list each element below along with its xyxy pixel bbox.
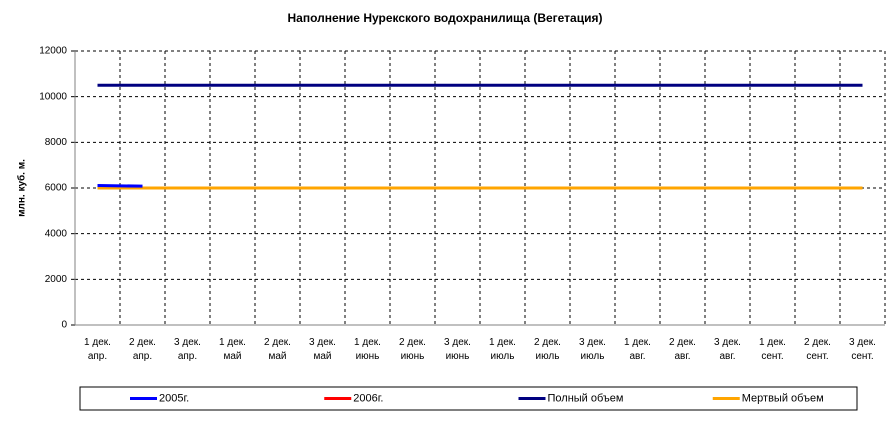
y-tick-label: 0 [61, 320, 67, 331]
x-tick-label: 1 дек. июль [489, 337, 516, 362]
x-tick-label: 2 дек. июнь [399, 337, 426, 362]
chart-title: Наполнение Нурекского водохранилища (Вег… [288, 11, 603, 25]
x-tick-label: 3 дек. июнь [444, 337, 471, 362]
y-tick-label: 8000 [45, 137, 68, 148]
x-tick-label: 2 дек. сент. [804, 337, 831, 362]
y-tick-label: 6000 [45, 183, 68, 194]
x-tick-label: 1 дек. сент. [759, 337, 786, 362]
x-tick-label: 2 дек. июль [534, 337, 561, 362]
y-tick-label: 12000 [39, 46, 67, 57]
x-tick-label: 1 дек. апр. [84, 337, 111, 362]
x-tick-label: 2 дек. апр. [129, 337, 156, 362]
x-tick-label: 3 дек. авг. [714, 337, 741, 362]
x-tick-label: 3 дек. июль [579, 337, 606, 362]
x-tick-label: 1 дек. авг. [624, 337, 651, 362]
y-tick-label: 2000 [45, 274, 68, 285]
legend-box [79, 386, 858, 411]
x-tick-label: 3 дек. апр. [174, 337, 201, 362]
series-line [97, 183, 143, 188]
y-tick-label: 10000 [39, 91, 67, 102]
x-tick-label: 1 дек. май [219, 337, 246, 362]
legend-label: 2005г. [159, 392, 189, 404]
y-tick-label: 4000 [45, 228, 68, 239]
y-axis-label: млн. куб. м. [16, 159, 28, 217]
x-tick-label: 1 дек. июнь [354, 337, 381, 362]
x-tick-label: 3 дек. сент. [849, 337, 876, 362]
x-tick-label: 3 дек. май [309, 337, 336, 362]
x-tick-label: 2 дек. май [264, 337, 291, 362]
x-tick-label: 2 дек. авг. [669, 337, 696, 362]
legend-label: Полный объем [548, 392, 624, 404]
legend-label: Мертвый объем [742, 392, 824, 404]
legend-label: 2006г. [353, 392, 383, 404]
